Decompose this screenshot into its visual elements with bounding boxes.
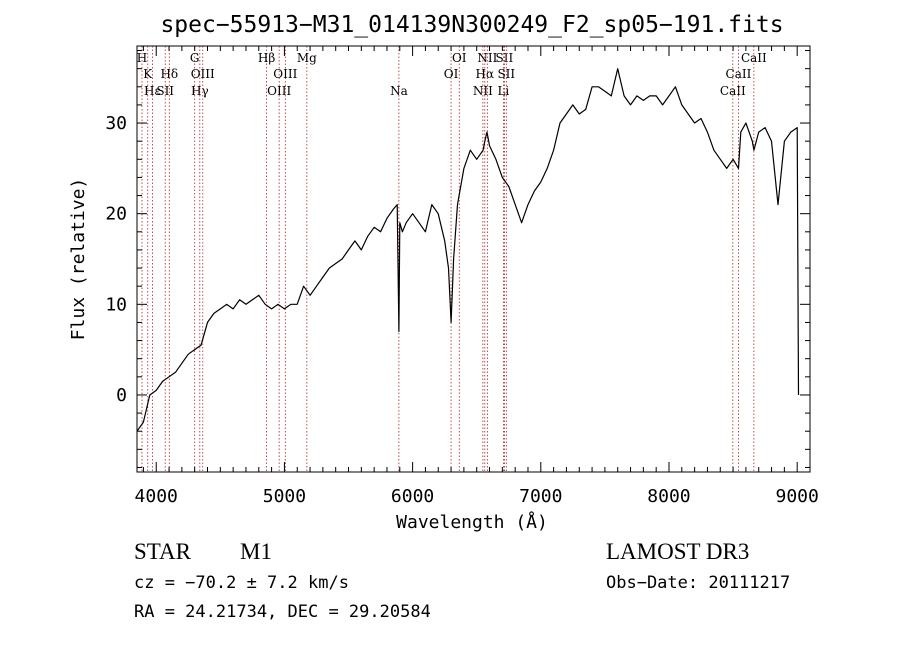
line-marker-label: NII: [473, 84, 493, 98]
line-marker-label: NII: [477, 51, 497, 65]
x-tick-label: 7000: [519, 486, 562, 507]
y-axis-label: Flux (relative): [68, 178, 89, 341]
line-marker-label: K: [143, 67, 153, 81]
redshift-velocity: cz = −70.2 ± 7.2 km/s: [134, 573, 349, 593]
coordinates: RA = 24.21734, DEC = 29.20584: [134, 602, 431, 622]
x-tick-label: 8000: [647, 486, 690, 507]
plot-frame: [136, 45, 811, 473]
line-marker-label: H: [137, 51, 147, 65]
x-tick-label: 6000: [391, 486, 434, 507]
line-marker-label: G: [190, 51, 200, 65]
y-tick-label: 10: [105, 294, 127, 315]
line-marker-label: SII: [497, 67, 515, 81]
y-tick-label: 20: [105, 204, 127, 225]
x-tick-label: 5000: [263, 486, 306, 507]
x-tick-label: 4000: [135, 486, 178, 507]
line-marker-label: OIII: [273, 67, 297, 81]
object-subclass: M1: [240, 539, 272, 564]
line-marker-label: CaII: [720, 84, 746, 98]
line-marker-label: CaII: [741, 51, 767, 65]
line-marker-label: Hβ: [258, 51, 275, 65]
line-marker-label: OI: [444, 67, 459, 81]
line-marker-label: Na: [390, 84, 408, 98]
observation-date: Obs−Date: 20111217: [606, 573, 791, 593]
x-axis: 4000 5000 6000 7000 8000 9000: [135, 46, 819, 507]
line-marker-label: OI: [452, 51, 467, 65]
y-tick-label: 0: [116, 385, 127, 406]
x-tick-label: 9000: [776, 486, 819, 507]
chart-title: spec−55913−M31_014139N300249_F2_sp05−191…: [160, 12, 783, 38]
line-marker-label: Hγ: [191, 84, 209, 98]
spectral-line-markers: HKHεSIIHδGHγOIIIHβOIIIOIIIMgNaOIOINIIHαN…: [137, 46, 767, 472]
line-marker-label: Hδ: [160, 67, 178, 81]
object-class: STAR: [134, 539, 191, 564]
line-marker-label: Mg: [297, 51, 317, 65]
survey-name: LAMOST DR3: [606, 539, 750, 564]
line-marker-label: SII: [156, 84, 174, 98]
line-marker-label: Li: [497, 84, 509, 98]
line-marker-label: Hε: [144, 84, 161, 98]
line-marker-label: SII: [496, 51, 514, 65]
y-axis: 0 10 20 30: [105, 50, 810, 468]
spectrum-line: [136, 68, 800, 432]
y-tick-label: 30: [105, 113, 127, 134]
line-marker-label: OIII: [191, 67, 215, 81]
line-marker-label: CaII: [726, 67, 752, 81]
x-axis-label: Wavelength (Å): [396, 511, 548, 533]
line-marker-label: OIII: [267, 84, 291, 98]
spectrum-series: [136, 68, 800, 432]
line-marker-label: Hα: [475, 67, 494, 81]
